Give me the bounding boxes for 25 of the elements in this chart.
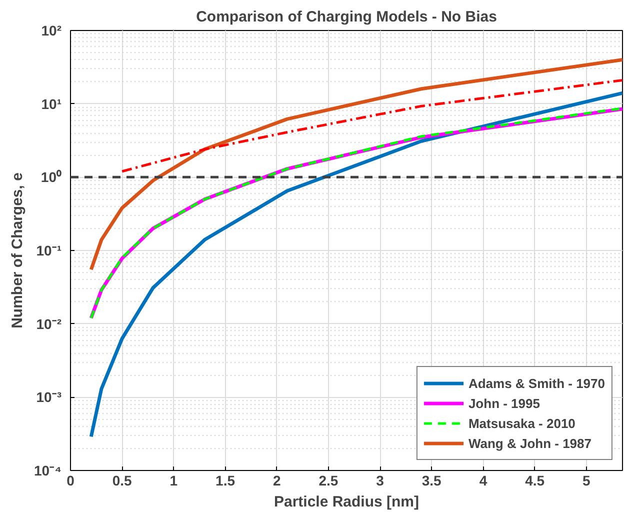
y-tick-label: 10⁻² bbox=[36, 316, 62, 332]
x-tick-label: 4.5 bbox=[525, 472, 545, 488]
x-tick-label: 1 bbox=[170, 472, 178, 488]
x-tick-label: 4 bbox=[479, 472, 488, 488]
x-tick-label: 5 bbox=[582, 472, 590, 488]
x-tick-label: 1.5 bbox=[216, 472, 236, 488]
x-tick-label: 2 bbox=[272, 472, 281, 488]
x-tick-label: 0 bbox=[66, 472, 75, 488]
chart-title: Comparison of Charging Models - No Bias bbox=[196, 8, 497, 26]
legend-label: Matsusaka - 2010 bbox=[468, 416, 576, 430]
y-tick-label: 10² bbox=[41, 22, 62, 38]
x-tick-label: 2.5 bbox=[318, 472, 338, 488]
legend-label: Adams & Smith - 1970 bbox=[468, 376, 605, 390]
y-axis-title: Number of Charges, e bbox=[9, 172, 26, 328]
y-tick-label: 10⁻³ bbox=[36, 389, 62, 406]
y-tick-label: 10¹ bbox=[41, 96, 62, 112]
x-tick-label: 0.5 bbox=[112, 472, 132, 488]
x-axis-title: Particle Radius [nm] bbox=[274, 494, 420, 510]
x-tick-label: 3 bbox=[376, 472, 384, 488]
legend-label: Wang & John - 1987 bbox=[468, 436, 592, 450]
y-tick-label: 10⁻⁴ bbox=[34, 462, 62, 478]
x-tick-label: 3.5 bbox=[422, 472, 442, 488]
legend-label: John - 1995 bbox=[468, 396, 540, 410]
y-tick-label: 10⁻¹ bbox=[36, 242, 62, 258]
y-tick-label: 10⁰ bbox=[40, 169, 62, 186]
